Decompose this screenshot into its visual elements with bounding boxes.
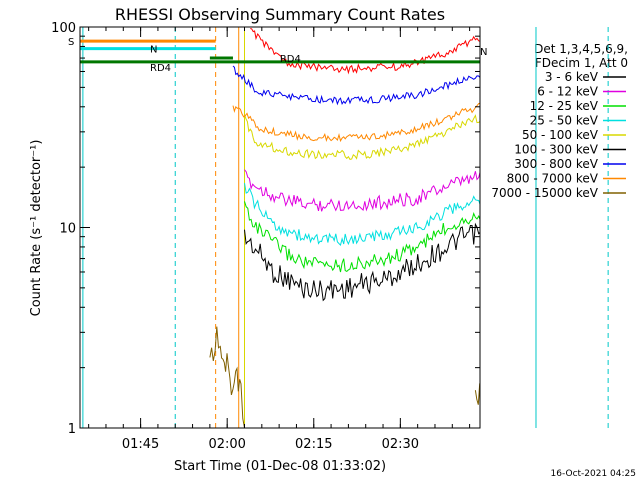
series-line-2 bbox=[244, 200, 481, 273]
y-axis-label: Count Rate (s⁻¹ detector⁻¹) bbox=[29, 140, 44, 317]
y-tick-label-2: 100 bbox=[51, 21, 76, 36]
chart-title: RHESSI Observing Summary Count Rates bbox=[115, 5, 445, 24]
extra-series-line-1 bbox=[474, 359, 481, 421]
series-line-6 bbox=[232, 65, 481, 120]
legend-header-line-1: Det 1,3,4,5,6,9, bbox=[534, 42, 628, 56]
footer-timestamp: 16-Oct-2021 04:25 bbox=[551, 469, 636, 479]
legend-label-1: 6 - 12 keV bbox=[537, 85, 599, 99]
series-line-8 bbox=[209, 326, 245, 429]
legend-label-3: 25 - 50 keV bbox=[530, 114, 599, 128]
x-tick-label-1: 02:00 bbox=[208, 437, 245, 452]
legend-label-5: 100 - 300 keV bbox=[514, 143, 598, 157]
x-tick-label-0: 01:45 bbox=[122, 437, 159, 452]
series-line-4 bbox=[244, 107, 481, 172]
x-tick-label-2: 02:15 bbox=[295, 437, 332, 452]
legend-label-2: 12 - 25 keV bbox=[530, 99, 599, 113]
legend-header-line-2: FDecim 1, Att 0 bbox=[535, 56, 628, 70]
x-axis-label: Start Time (01-Dec-08 01:33:02) bbox=[174, 459, 386, 474]
state-bar-label-2: N bbox=[480, 47, 487, 58]
state-bar-label-3: RD4 bbox=[150, 63, 171, 74]
y-tick-label-0: 1 bbox=[68, 422, 76, 437]
legend-label-4: 50 - 100 keV bbox=[522, 128, 599, 142]
state-bar-label-0: S bbox=[68, 37, 74, 48]
y-tick-label-1: 10 bbox=[59, 222, 76, 237]
legend-label-8: 7000 - 15000 keV bbox=[491, 186, 598, 200]
state-bar-label-1: N bbox=[150, 45, 157, 56]
legend-label-6: 300 - 800 keV bbox=[514, 157, 598, 171]
plot-layer: S N N RD4 RD4 1 10 100 01:45 02:00 02:15 02:30 bbox=[51, 21, 609, 452]
legend-label-7: 800 - 7000 keV bbox=[507, 172, 599, 186]
legend-label-0: 3 - 6 keV bbox=[545, 70, 599, 84]
x-tick-label-3: 02:30 bbox=[382, 437, 419, 452]
state-bar-label-4: RD4 bbox=[280, 54, 301, 65]
series-line-1 bbox=[244, 166, 481, 212]
